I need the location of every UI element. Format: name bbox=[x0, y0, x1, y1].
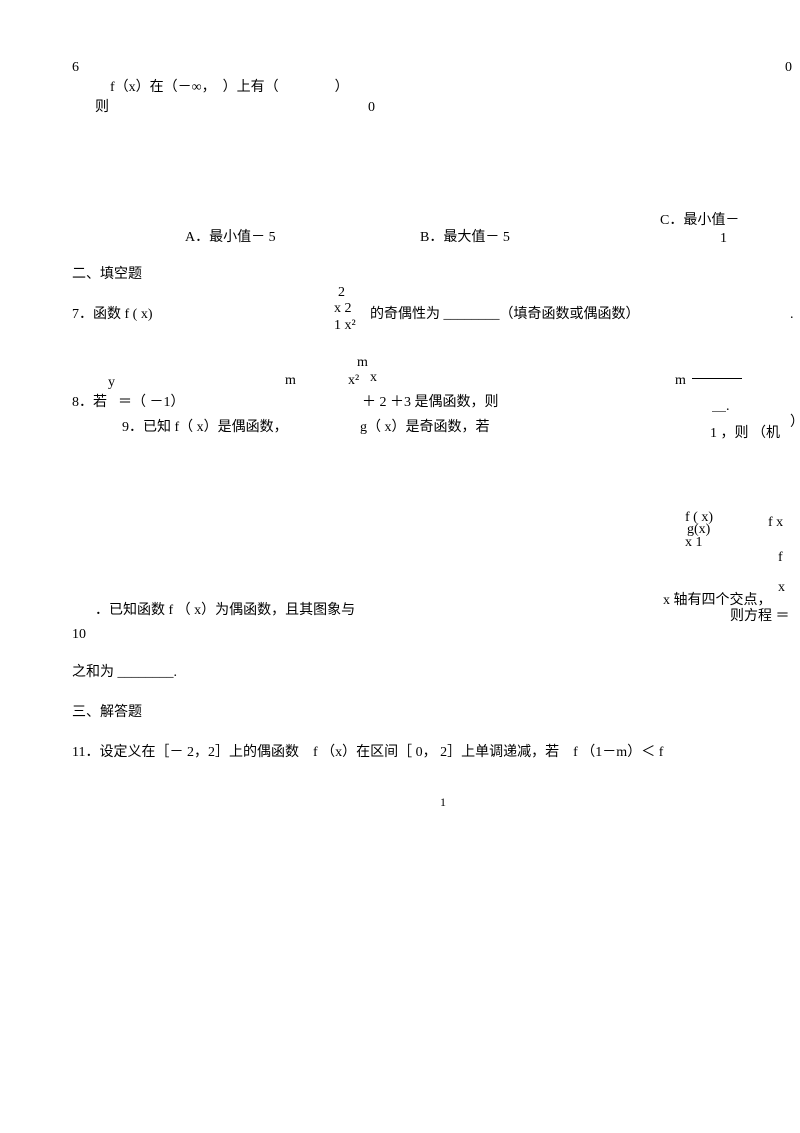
q9-g: g（ x）是奇函数，若 bbox=[360, 415, 490, 440]
q7-fraction-bot: 1 x² bbox=[334, 313, 356, 338]
q7-label: 7．函数 f ( x) bbox=[72, 302, 153, 327]
q10-text2: 则方程 ＝ bbox=[730, 604, 790, 629]
q6-number: 6 bbox=[72, 55, 79, 80]
q6-right-val: 0 bbox=[785, 55, 792, 80]
q6-option-b: B．最大值－ 5 bbox=[420, 225, 510, 250]
q9-label: 9．已知 f（ x）是偶函数， bbox=[122, 415, 288, 440]
q8-line2: ＿. bbox=[712, 394, 730, 419]
q10-sum: 之和为 ________. bbox=[72, 660, 177, 685]
page-number: 1 bbox=[440, 792, 446, 814]
q8-m1: m bbox=[285, 368, 296, 393]
q10-main: ．已知函数 f （ x）为偶函数，且其图象与 bbox=[95, 598, 355, 623]
q11-label: 11．设定义在［－ 2，2］上的偶函数 f （x）在区间［ 0， 2］上单调递减… bbox=[72, 740, 663, 765]
q7-dot: . bbox=[790, 302, 794, 327]
q7-text: 的奇偶性为 ________（填奇函数或偶函数） bbox=[370, 302, 640, 327]
q9-f: f bbox=[778, 545, 783, 570]
q8-x: x bbox=[370, 365, 377, 390]
q8-blank-line bbox=[692, 378, 742, 379]
q9-x1: x 1 bbox=[685, 530, 703, 555]
q9-x: x bbox=[778, 575, 785, 600]
section-3-heading: 三、解答题 bbox=[72, 700, 142, 725]
q6-option-c-val: 1 bbox=[720, 226, 727, 251]
q6-text: f（x）在（－∞， ）上有（ ） bbox=[110, 75, 349, 100]
q6-zero: 0 bbox=[368, 95, 375, 120]
q8-m2: m bbox=[357, 350, 368, 375]
q8-meq: m bbox=[675, 368, 686, 393]
q10-number: 10 bbox=[72, 622, 86, 647]
q9-fx2: f x bbox=[768, 510, 783, 535]
q8-y: y bbox=[108, 370, 115, 395]
q6-option-c: C．最小值－ bbox=[660, 208, 739, 233]
q9-one: 1 ，则 （机 bbox=[710, 421, 780, 446]
q8-eq: ＝（ －1） bbox=[118, 390, 185, 415]
q6-ze: 则 bbox=[95, 95, 109, 120]
q6-option-a: A．最小值－ 5 bbox=[185, 225, 276, 250]
q9-paren: ） bbox=[790, 410, 800, 435]
q8-plus: ＋ 2 ＋3 是偶函数，则 bbox=[362, 390, 499, 415]
section-2-heading: 二、填空题 bbox=[72, 262, 142, 287]
q8-label: 8．若 bbox=[72, 390, 107, 415]
